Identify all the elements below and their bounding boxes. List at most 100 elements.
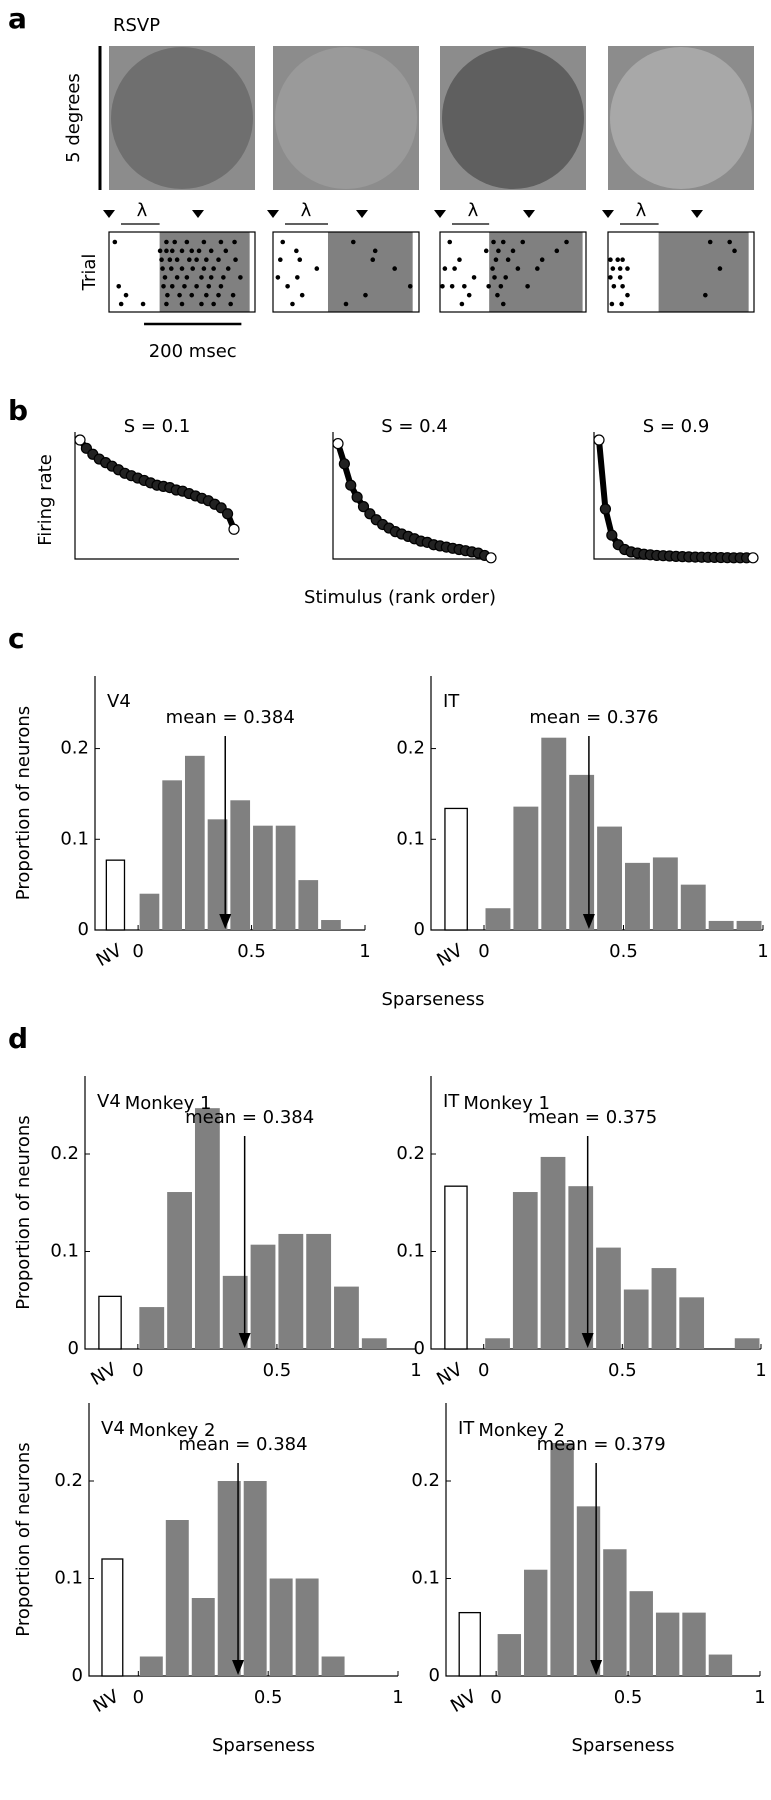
spike <box>160 266 165 271</box>
bar <box>513 806 539 930</box>
x-axis-label: Stimulus (rank order) <box>304 587 496 608</box>
bar <box>680 884 706 930</box>
curve-point <box>747 552 759 564</box>
spike <box>617 266 623 271</box>
spike <box>505 257 511 263</box>
spike <box>164 239 169 245</box>
spike <box>615 257 621 263</box>
bar <box>708 920 734 930</box>
x-axis-label: Sparseness <box>212 1735 315 1756</box>
bar <box>497 1634 522 1676</box>
y-axis-label: Firing rate <box>35 454 56 546</box>
nv-bar <box>444 807 468 931</box>
spike <box>189 292 195 298</box>
nv-label: NV <box>433 940 466 971</box>
nv-label: NV <box>93 940 126 971</box>
stimulus-shade <box>159 232 250 312</box>
x-tick-label: 1 <box>392 1687 403 1708</box>
spike <box>232 239 237 245</box>
mean-label: mean = 0.384 <box>178 1434 307 1455</box>
curve-point <box>599 503 612 515</box>
axes <box>332 432 496 560</box>
y-tick-label: 0.1 <box>411 1568 440 1589</box>
spike <box>285 283 290 289</box>
panel-label: d <box>8 1022 28 1055</box>
spike <box>620 257 625 263</box>
spike <box>238 275 243 280</box>
spike <box>167 257 173 263</box>
spike <box>490 266 495 271</box>
bar <box>253 825 273 930</box>
curve-title: S = 0.9 <box>643 416 710 437</box>
spike <box>169 283 175 289</box>
offset-arrow <box>356 210 368 218</box>
bar <box>321 1656 345 1676</box>
spike <box>162 275 168 280</box>
spike <box>172 239 177 245</box>
stimulus-shade <box>489 232 583 312</box>
x-tick-label: 0.5 <box>609 941 638 962</box>
curve-point <box>74 434 86 446</box>
bar <box>597 826 623 930</box>
spike <box>727 239 732 245</box>
spike <box>161 283 166 289</box>
spike <box>370 257 376 263</box>
mean-label: mean = 0.384 <box>185 1107 314 1128</box>
mean-label: mean = 0.376 <box>529 707 658 728</box>
spike <box>539 257 545 263</box>
photo-aperture <box>442 47 584 189</box>
spike <box>619 301 624 307</box>
spike <box>520 239 526 245</box>
x-tick-label: 1 <box>755 1360 766 1381</box>
x-axis-label: Sparseness <box>382 989 485 1010</box>
curve-title: S = 0.1 <box>124 416 191 437</box>
spike <box>343 301 349 307</box>
spike <box>278 257 283 263</box>
raster-box <box>272 231 420 313</box>
spike <box>157 248 163 254</box>
spike <box>223 248 229 254</box>
raster-box <box>607 231 755 313</box>
bar <box>541 737 567 930</box>
curve-line <box>596 439 753 561</box>
bar <box>298 880 319 930</box>
bar <box>625 862 650 930</box>
nv-label: NV <box>433 1359 466 1390</box>
mean-label: mean = 0.384 <box>166 707 295 728</box>
nv-label: NV <box>87 1359 120 1390</box>
spike <box>500 239 506 245</box>
y-axis-label: Proportion of neurons <box>13 706 34 900</box>
spike <box>174 257 180 263</box>
spike <box>554 248 560 254</box>
curve-title: S = 0.4 <box>381 416 448 437</box>
stimulus-shade <box>658 232 749 312</box>
spike <box>164 248 169 254</box>
y-tick-label: 0.2 <box>54 1470 83 1491</box>
spike <box>493 257 499 263</box>
nv-bar <box>105 859 126 931</box>
y-tick-label: 0.1 <box>396 1241 425 1262</box>
spike <box>625 266 630 271</box>
spike <box>208 248 214 254</box>
spike <box>204 292 209 298</box>
y-axis-label: Trial <box>79 254 100 292</box>
spike <box>707 239 713 245</box>
nv-bar <box>444 1185 468 1350</box>
spike <box>216 292 221 298</box>
y-tick-label: 0 <box>68 1338 79 1359</box>
x-tick-label: 0 <box>478 941 489 962</box>
bar <box>217 1481 241 1676</box>
bar <box>629 1591 653 1676</box>
spike <box>363 292 368 298</box>
spike <box>498 283 504 289</box>
lambda-label: λ <box>301 200 312 221</box>
bar <box>194 1108 220 1349</box>
spike <box>169 248 175 254</box>
bar <box>306 1233 332 1349</box>
x-tick-label: 1 <box>410 1360 421 1381</box>
spike <box>280 239 286 245</box>
spike <box>491 239 496 245</box>
x-axis-label: Sparseness <box>572 1735 675 1756</box>
y-tick-label: 0.1 <box>54 1568 83 1589</box>
spike <box>187 257 192 263</box>
